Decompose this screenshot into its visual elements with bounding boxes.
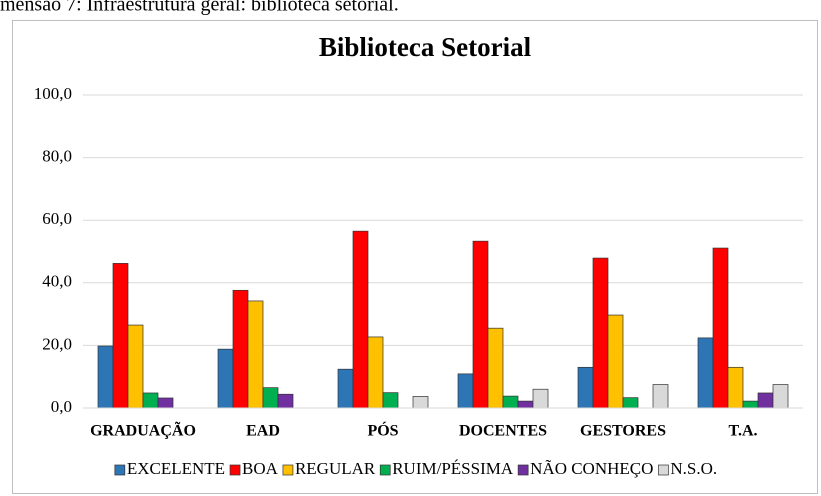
bar — [352, 230, 369, 409]
legend-label: NÃO CONHEÇO — [530, 459, 653, 478]
bar — [112, 263, 129, 409]
chart-title: Biblioteca Setorial — [319, 32, 532, 62]
bar — [97, 345, 114, 409]
y-tick-label: 20,0 — [42, 334, 72, 353]
bar — [652, 384, 669, 409]
bar — [127, 324, 144, 409]
legend-swatch — [379, 464, 391, 476]
legend-label: REGULAR — [295, 459, 376, 478]
bar — [472, 240, 489, 409]
legend-label: EXCELENTE — [127, 459, 225, 478]
bar — [517, 400, 534, 409]
bar — [157, 397, 174, 409]
bar — [217, 348, 234, 409]
legend-label: BOA — [242, 459, 279, 478]
bar — [757, 392, 774, 409]
legend-swatch — [114, 464, 126, 476]
y-tick-label: 100,0 — [34, 84, 72, 103]
legend-swatch — [517, 464, 529, 476]
bar — [772, 384, 789, 409]
bar — [367, 336, 384, 409]
y-tick-label: 0,0 — [51, 397, 72, 416]
bar — [592, 257, 609, 409]
bar — [277, 393, 294, 409]
caption: mensão 7: Infraestrutura geral: bibliote… — [0, 0, 399, 16]
legend-label: RUIM/PÉSSIMA — [392, 459, 514, 478]
bar — [712, 247, 729, 409]
x-tick-label: EAD — [246, 423, 280, 440]
bar — [232, 289, 249, 409]
bar — [457, 373, 474, 409]
bar — [607, 314, 624, 409]
legend-swatch — [658, 464, 669, 476]
x-tick-label: T.A. — [728, 423, 757, 440]
y-tick-label: 40,0 — [42, 272, 72, 291]
legend-label: N.S.O. — [670, 459, 717, 478]
bar — [532, 388, 549, 409]
bar — [622, 397, 639, 409]
y-tick-label: 60,0 — [42, 209, 72, 228]
chart-frame — [12, 20, 818, 494]
bar — [502, 395, 519, 409]
bar — [742, 400, 759, 409]
bar — [487, 327, 504, 409]
bar — [727, 366, 744, 409]
bar — [262, 387, 279, 409]
bar — [382, 392, 399, 409]
bar — [697, 337, 714, 409]
x-tick-label: PÓS — [367, 421, 398, 440]
bar — [247, 300, 264, 409]
x-tick-label: DOCENTES — [459, 423, 547, 440]
x-tick-label: GESTORES — [580, 423, 666, 440]
bar — [142, 392, 159, 409]
bar — [412, 396, 429, 409]
x-tick-label: GRADUAÇÃO — [90, 421, 196, 440]
legend-swatch — [229, 464, 241, 476]
y-tick-label: 80,0 — [42, 147, 72, 166]
legend-swatch — [282, 464, 294, 476]
bar — [337, 368, 354, 409]
bar — [577, 366, 594, 409]
